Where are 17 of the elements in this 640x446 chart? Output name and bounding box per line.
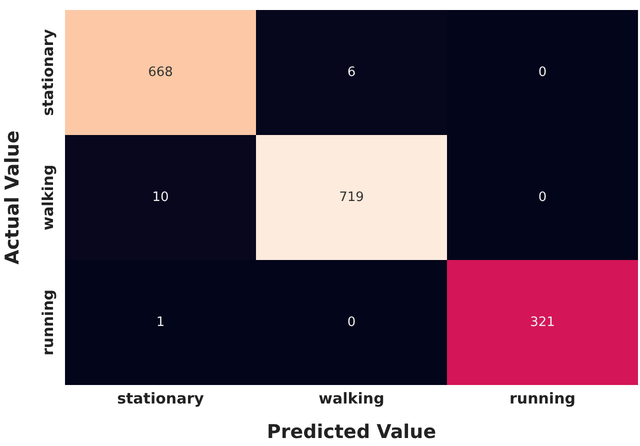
x-tick-label: stationary	[117, 390, 204, 408]
x-tick-label: running	[510, 390, 576, 408]
data-label: 0	[538, 65, 547, 80]
y-axis-title: Actual Value	[2, 130, 24, 264]
x-axis-title: Predicted Value	[266, 421, 436, 443]
data-label: 0	[538, 190, 547, 205]
data-label: 1	[156, 315, 165, 330]
data-label: 321	[530, 315, 555, 330]
data-label: 719	[339, 190, 364, 205]
x-tick-label: walking	[318, 390, 384, 408]
y-tick-label: stationary	[39, 28, 57, 116]
data-label: 0	[347, 315, 356, 330]
data-label: 668	[148, 65, 173, 80]
y-tick-label: running	[39, 290, 57, 356]
data-label: 10	[152, 190, 169, 205]
data-label: 6	[347, 65, 356, 80]
y-tick-label: walking	[39, 164, 57, 230]
